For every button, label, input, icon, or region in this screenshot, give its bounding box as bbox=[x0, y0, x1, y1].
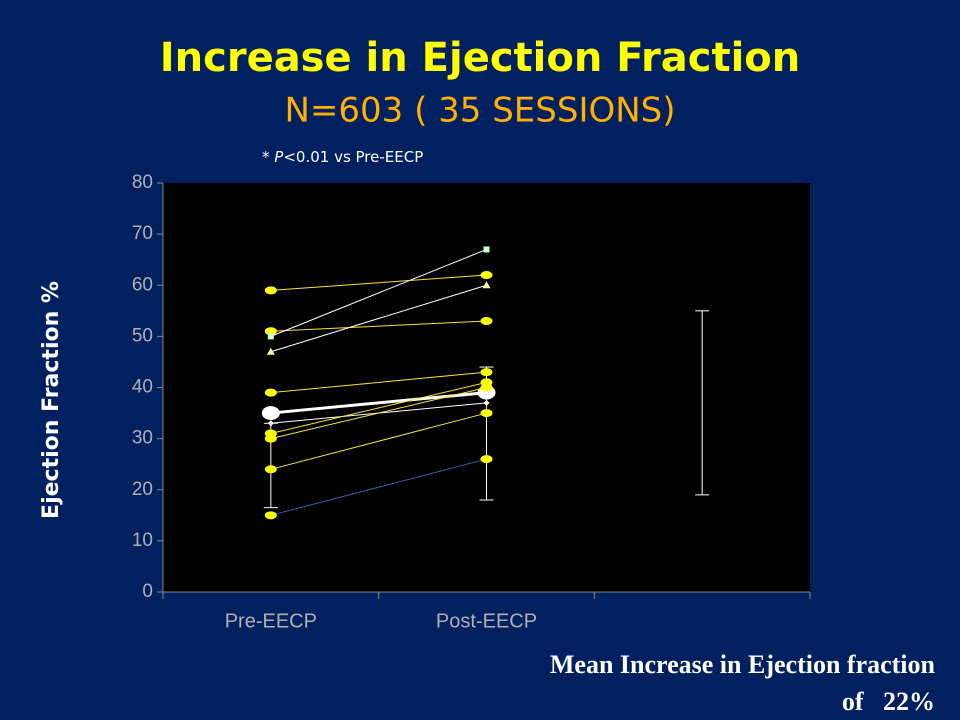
series-line bbox=[270, 274, 487, 291]
y-axis-label: Ejection Fraction % bbox=[39, 281, 64, 519]
marker bbox=[480, 317, 493, 326]
marker bbox=[266, 347, 275, 355]
x-tick-label: Pre-EECP bbox=[225, 610, 317, 632]
series-line bbox=[270, 387, 487, 440]
note-part: <0.01 vs Pre-EECP bbox=[283, 148, 423, 166]
note-part: P bbox=[274, 148, 284, 166]
y-tick-label: 50 bbox=[132, 325, 153, 346]
series-line bbox=[270, 381, 487, 434]
note-part: * bbox=[262, 148, 274, 166]
marker bbox=[264, 388, 277, 397]
y-tick-label: 60 bbox=[132, 274, 153, 295]
series-line bbox=[270, 248, 487, 337]
series-line bbox=[270, 284, 487, 353]
marker bbox=[480, 455, 493, 464]
x-tick-label: Post-EECP bbox=[436, 610, 537, 632]
y-tick-label: 10 bbox=[132, 530, 153, 551]
marker bbox=[480, 368, 493, 377]
marker bbox=[264, 327, 277, 336]
marker bbox=[264, 286, 277, 295]
note: * P<0.01 vs Pre-EECP bbox=[262, 148, 423, 166]
marker bbox=[264, 434, 277, 443]
marker bbox=[480, 409, 493, 418]
marker bbox=[267, 333, 274, 340]
subtitle: N=603 ( 35 SESSIONS) bbox=[284, 91, 675, 131]
y-tick-label: 0 bbox=[142, 581, 153, 602]
marker bbox=[267, 420, 274, 427]
marker bbox=[482, 281, 491, 289]
footer: Mean Increase in Ejection fraction bbox=[550, 650, 936, 679]
series-line bbox=[270, 458, 487, 516]
y-tick-label: 30 bbox=[132, 428, 153, 449]
marker bbox=[264, 511, 277, 520]
y-tick-label: 80 bbox=[132, 172, 153, 193]
series-line bbox=[270, 320, 487, 332]
marker bbox=[264, 465, 277, 474]
y-tick-label: 70 bbox=[132, 223, 153, 244]
marker bbox=[483, 399, 490, 406]
series-line bbox=[270, 412, 487, 470]
marker bbox=[480, 383, 493, 392]
y-tick-label: 20 bbox=[132, 479, 153, 500]
title: Increase in Ejection Fraction bbox=[160, 35, 800, 81]
marker bbox=[483, 246, 490, 253]
series-line bbox=[270, 371, 487, 394]
footer: of 22% bbox=[842, 687, 935, 716]
marker bbox=[261, 406, 280, 421]
y-tick-label: 40 bbox=[132, 377, 153, 398]
marker bbox=[480, 271, 493, 280]
